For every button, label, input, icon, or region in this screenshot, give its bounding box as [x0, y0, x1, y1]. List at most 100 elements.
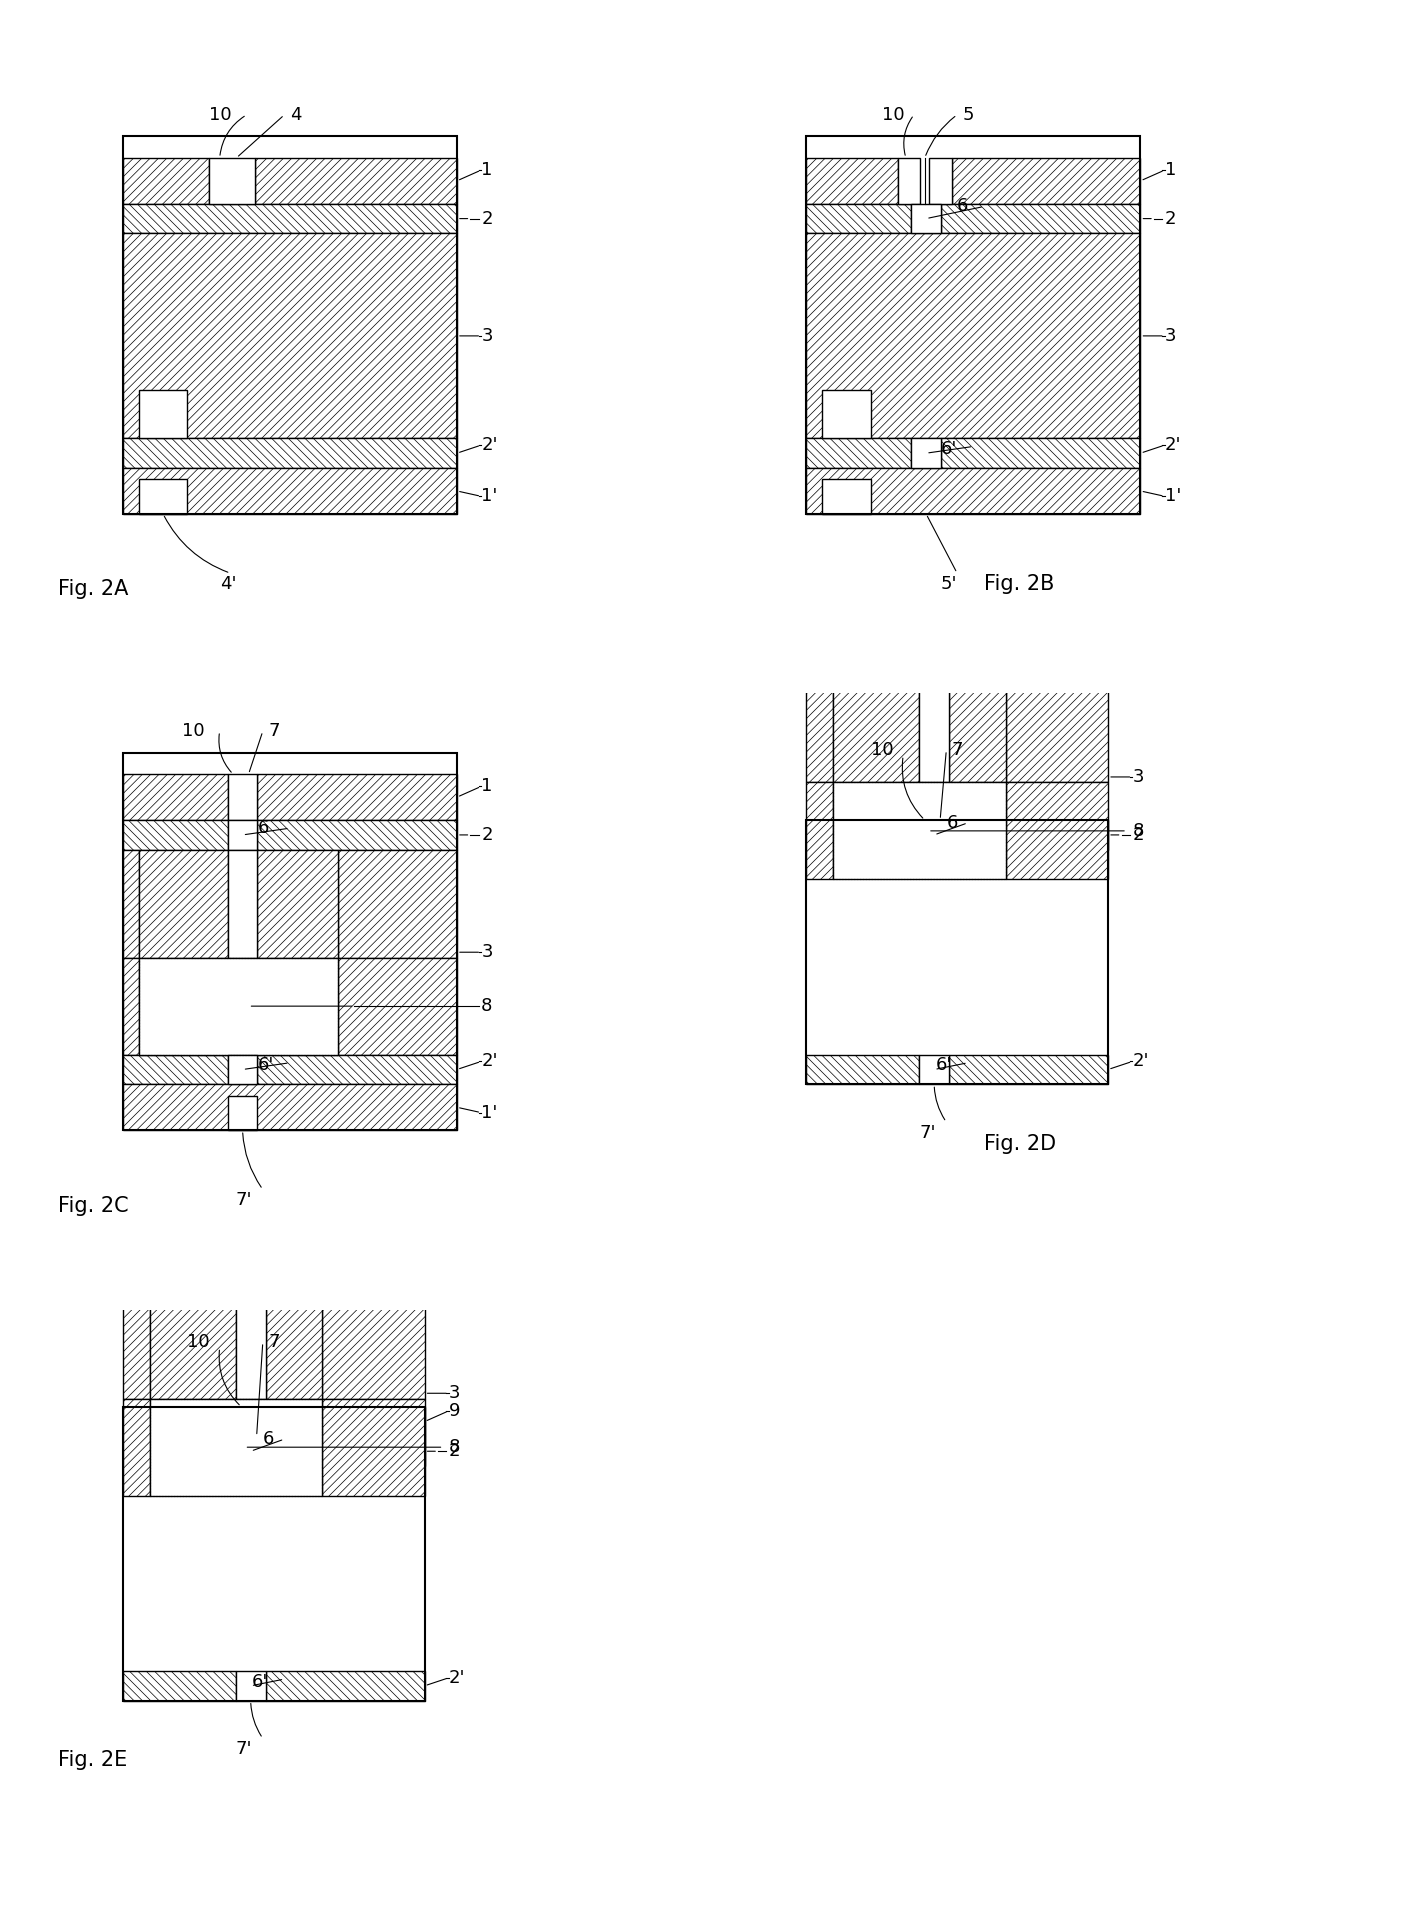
Bar — [928, 158, 951, 204]
Text: 6': 6' — [258, 1057, 273, 1075]
Bar — [806, 204, 911, 233]
Text: 2: 2 — [481, 210, 493, 227]
Bar — [228, 1096, 258, 1131]
Text: 6: 6 — [957, 198, 968, 216]
Text: 2: 2 — [1165, 210, 1176, 227]
Bar — [258, 820, 457, 849]
Text: 2': 2' — [1165, 435, 1182, 455]
Bar — [897, 158, 920, 204]
Bar — [806, 820, 1108, 1084]
Bar — [228, 774, 258, 820]
Bar — [150, 1398, 322, 1497]
Bar — [806, 782, 833, 880]
Text: 1': 1' — [481, 1104, 497, 1121]
Bar — [339, 849, 457, 957]
Bar — [150, 1290, 236, 1398]
Bar — [941, 439, 1141, 468]
Text: 1: 1 — [481, 778, 493, 795]
Bar — [806, 137, 1141, 514]
Text: Fig. 2D: Fig. 2D — [984, 1134, 1057, 1154]
Bar — [228, 849, 258, 957]
Text: 10: 10 — [209, 106, 232, 123]
Text: 6': 6' — [936, 1057, 951, 1075]
Text: Fig. 2E: Fig. 2E — [58, 1751, 127, 1770]
Text: Fig. 2C: Fig. 2C — [58, 1196, 128, 1215]
Bar — [236, 1672, 265, 1701]
Bar — [833, 782, 1005, 880]
Bar — [122, 1406, 424, 1437]
Text: 3: 3 — [1132, 768, 1143, 786]
Bar — [122, 1437, 236, 1466]
Text: 7': 7' — [236, 1741, 252, 1758]
Bar — [920, 674, 948, 782]
Text: 4: 4 — [289, 106, 302, 123]
Text: 7': 7' — [920, 1125, 936, 1142]
Bar — [228, 820, 258, 849]
Bar — [265, 1437, 424, 1466]
Bar — [1005, 674, 1108, 782]
Bar — [265, 1290, 322, 1398]
Bar — [948, 820, 1108, 849]
Text: 8: 8 — [449, 1439, 460, 1456]
Text: 7: 7 — [268, 722, 279, 740]
Bar — [920, 1055, 948, 1084]
Text: 3: 3 — [1165, 327, 1176, 345]
Bar — [122, 1398, 150, 1497]
Text: 6': 6' — [252, 1674, 268, 1691]
Bar — [122, 1084, 457, 1131]
Text: 2': 2' — [449, 1668, 466, 1687]
Bar — [258, 774, 457, 820]
Bar — [122, 204, 457, 233]
Bar — [122, 158, 209, 204]
Text: 2': 2' — [481, 1052, 498, 1071]
Bar — [122, 233, 457, 439]
Text: 8: 8 — [481, 998, 493, 1015]
Bar — [806, 674, 833, 782]
Bar — [806, 820, 920, 849]
Bar — [255, 158, 457, 204]
Text: 6: 6 — [258, 819, 269, 838]
Text: 5: 5 — [963, 106, 974, 123]
Bar — [806, 439, 911, 468]
Text: 10: 10 — [871, 742, 893, 759]
Bar — [941, 204, 1141, 233]
Bar — [228, 1055, 258, 1084]
Bar — [209, 158, 255, 204]
Bar — [322, 1398, 424, 1497]
Text: 2: 2 — [1132, 826, 1143, 844]
Bar — [948, 1055, 1108, 1084]
Bar — [122, 849, 138, 957]
Text: 1': 1' — [1165, 487, 1180, 505]
Bar — [920, 820, 948, 849]
Text: 3: 3 — [481, 327, 493, 345]
Text: 2: 2 — [449, 1443, 460, 1460]
Bar — [911, 204, 941, 233]
Bar — [236, 1437, 265, 1466]
Bar — [122, 1406, 424, 1701]
Bar — [822, 480, 871, 514]
Bar — [138, 389, 188, 439]
Bar — [122, 774, 228, 820]
Text: 1: 1 — [481, 162, 493, 179]
Text: 10: 10 — [182, 722, 205, 740]
Bar — [122, 439, 457, 468]
Bar — [122, 957, 138, 1055]
Text: 7': 7' — [236, 1192, 252, 1210]
Bar — [122, 820, 228, 849]
Bar — [806, 158, 897, 204]
Text: 2': 2' — [481, 435, 498, 455]
Text: 6: 6 — [947, 815, 958, 832]
Bar — [322, 1290, 424, 1398]
Bar — [833, 782, 1005, 880]
Text: 9: 9 — [449, 1402, 460, 1419]
Bar — [265, 1672, 424, 1701]
Bar — [122, 1290, 150, 1398]
Bar — [1005, 782, 1108, 880]
Bar — [138, 849, 228, 957]
Bar — [258, 849, 339, 957]
Text: Fig. 2A: Fig. 2A — [58, 580, 128, 599]
Text: 1': 1' — [481, 487, 497, 505]
Text: 3: 3 — [481, 944, 493, 961]
Bar — [806, 468, 1141, 514]
Bar — [138, 957, 339, 1055]
